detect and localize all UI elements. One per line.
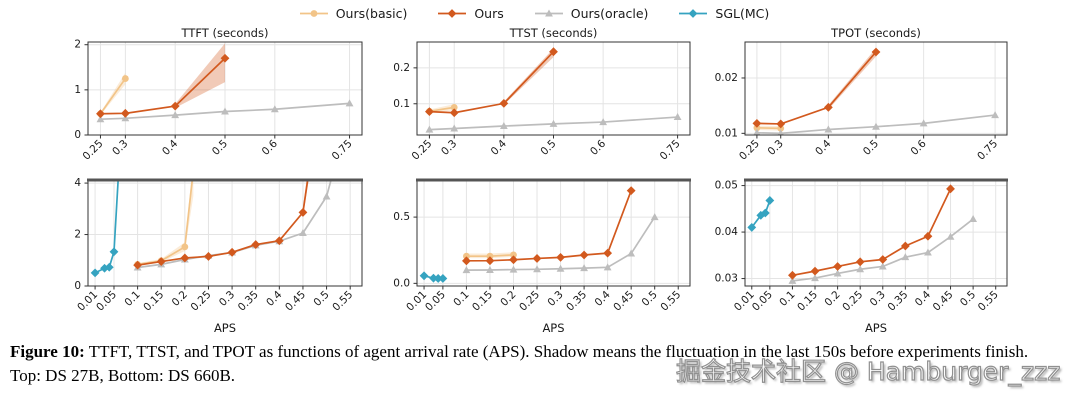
svg-text:0.25: 0.25 xyxy=(517,289,542,314)
svg-text:0.4: 0.4 xyxy=(264,288,285,309)
svg-text:0.45: 0.45 xyxy=(931,289,956,314)
svg-text:2: 2 xyxy=(74,39,81,51)
svg-text:0.25: 0.25 xyxy=(737,138,762,163)
svg-text:0.5: 0.5 xyxy=(538,138,558,158)
svg-text:0.01: 0.01 xyxy=(715,127,738,139)
svg-text:0.05: 0.05 xyxy=(423,289,448,314)
svg-text:0.55: 0.55 xyxy=(658,289,683,314)
svg-text:APS: APS xyxy=(214,321,236,335)
svg-text:0.6: 0.6 xyxy=(260,137,281,158)
svg-text:0.55: 0.55 xyxy=(330,289,355,314)
legend-diamond-icon xyxy=(438,9,467,18)
legend-item-label: Ours(basic) xyxy=(335,6,408,21)
svg-text:0.15: 0.15 xyxy=(141,289,166,314)
chart-ttft-ds27b: 0.25 0.3 0.4 0.5 0.6 0.75 0 1 2 TTFT (seconds) xyxy=(30,26,368,176)
svg-text:0.2: 0.2 xyxy=(393,62,410,74)
svg-text:0.1: 0.1 xyxy=(451,289,471,309)
svg-text:0.01: 0.01 xyxy=(404,289,429,314)
legend-triangle-icon xyxy=(534,9,563,17)
svg-text:0.5: 0.5 xyxy=(640,289,660,309)
svg-text:0.2: 0.2 xyxy=(498,289,518,309)
svg-text:TTFT (seconds): TTFT (seconds) xyxy=(181,26,269,40)
svg-text:0.02: 0.02 xyxy=(715,72,738,84)
svg-text:0.2: 0.2 xyxy=(170,289,190,309)
chart-ttst-ds660b: 0.01 0.05 0.1 0.15 0.2 0.25 0.3 0.35 0.4 0.45 0.5 0… xyxy=(375,172,696,338)
chart-ttst-ds27b: 0.25 0.3 0.4 0.5 0.6 0.75 0.1 0.2 TTST (seconds) xyxy=(375,26,696,176)
svg-text:0.25: 0.25 xyxy=(840,289,865,314)
svg-text:0.35: 0.35 xyxy=(564,289,589,314)
svg-text:0.5: 0.5 xyxy=(311,289,331,309)
svg-text:APS: APS xyxy=(542,321,564,335)
legend-item-ours-oracle-: Ours(oracle) xyxy=(534,6,649,21)
svg-text:0.15: 0.15 xyxy=(795,289,820,314)
svg-text:0.35: 0.35 xyxy=(885,289,910,314)
svg-text:0.6: 0.6 xyxy=(908,137,929,158)
svg-text:0.25: 0.25 xyxy=(81,138,106,163)
svg-text:0.25: 0.25 xyxy=(410,138,435,163)
svg-text:0.3: 0.3 xyxy=(110,138,130,158)
caption-text: TTFT, TTST, and TPOT as functions of age… xyxy=(10,342,1029,386)
svg-text:0.45: 0.45 xyxy=(611,289,636,314)
svg-text:APS: APS xyxy=(865,321,887,335)
figure-caption: Figure 10: TTFT, TTST, and TPOT as funct… xyxy=(10,340,1060,388)
svg-text:0.45: 0.45 xyxy=(283,289,308,314)
chart-tpot-ds660b: 0.01 0.05 0.1 0.15 0.2 0.25 0.3 0.35 0.4 0.45 0.5 0… xyxy=(700,172,1013,338)
svg-text:0.75: 0.75 xyxy=(330,138,355,163)
chart-tpot-ds27b: 0.25 0.3 0.4 0.5 0.6 0.75 0.01 0.02 TPOT (second… xyxy=(700,26,1013,176)
svg-text:0.1: 0.1 xyxy=(393,98,410,110)
svg-text:0.4: 0.4 xyxy=(160,137,181,158)
svg-text:1: 1 xyxy=(74,84,81,96)
svg-text:0.75: 0.75 xyxy=(975,138,1000,163)
svg-text:0.5: 0.5 xyxy=(861,138,881,158)
svg-text:0.15: 0.15 xyxy=(470,289,495,314)
legend-circle-icon xyxy=(299,10,328,17)
svg-text:0.5: 0.5 xyxy=(210,138,230,158)
svg-text:0.3: 0.3 xyxy=(545,289,565,309)
watermark: 掘金技术社区 @ Hamburger_zzz xyxy=(675,356,1061,386)
caption-label: Figure 10: xyxy=(10,342,85,361)
svg-text:0.35: 0.35 xyxy=(236,289,261,314)
svg-text:0.75: 0.75 xyxy=(658,138,683,163)
svg-text:0.05: 0.05 xyxy=(715,180,738,192)
legend-item-label: Ours(oracle) xyxy=(570,6,649,21)
svg-text:0.01: 0.01 xyxy=(75,289,100,314)
svg-text:0.1: 0.1 xyxy=(122,289,142,309)
svg-text:2: 2 xyxy=(74,229,81,241)
chart-ttft-ds660b: 0.01 0.05 0.1 0.15 0.2 0.25 0.3 0.35 0.4 0.45 0.5 0… xyxy=(30,172,368,338)
svg-text:0.4: 0.4 xyxy=(489,137,510,158)
svg-text:0.25: 0.25 xyxy=(189,289,214,314)
svg-text:0.03: 0.03 xyxy=(715,273,738,285)
legend-item-label: Ours xyxy=(474,6,504,21)
chart-legend: Ours(basic) Ours Ours(oracle) SGL(MC) xyxy=(0,6,1068,21)
svg-text:0.6: 0.6 xyxy=(588,137,609,158)
legend-item-ours-basic-: Ours(basic) xyxy=(299,6,408,21)
svg-text:0.05: 0.05 xyxy=(750,289,775,314)
svg-text:0.5: 0.5 xyxy=(393,211,410,223)
svg-text:0.3: 0.3 xyxy=(217,289,237,309)
svg-text:0.0: 0.0 xyxy=(393,277,410,289)
svg-text:0.4: 0.4 xyxy=(813,137,834,158)
svg-text:0.4: 0.4 xyxy=(592,288,613,309)
svg-text:4: 4 xyxy=(74,177,81,189)
legend-diamond-icon xyxy=(679,9,708,18)
svg-text:0.55: 0.55 xyxy=(976,289,1001,314)
svg-text:0.05: 0.05 xyxy=(94,289,119,314)
legend-item-ours: Ours xyxy=(437,6,504,21)
svg-text:0.3: 0.3 xyxy=(439,138,459,158)
svg-text:0.3: 0.3 xyxy=(766,138,786,158)
svg-text:0: 0 xyxy=(74,129,81,141)
svg-text:TPOT (seconds): TPOT (seconds) xyxy=(830,26,921,40)
svg-text:0: 0 xyxy=(74,280,81,292)
svg-text:0.04: 0.04 xyxy=(715,226,739,238)
legend-item-sgl-mc-: SGL(MC) xyxy=(678,6,769,21)
svg-text:TTST (seconds): TTST (seconds) xyxy=(509,26,598,40)
legend-item-label: SGL(MC) xyxy=(715,6,770,21)
